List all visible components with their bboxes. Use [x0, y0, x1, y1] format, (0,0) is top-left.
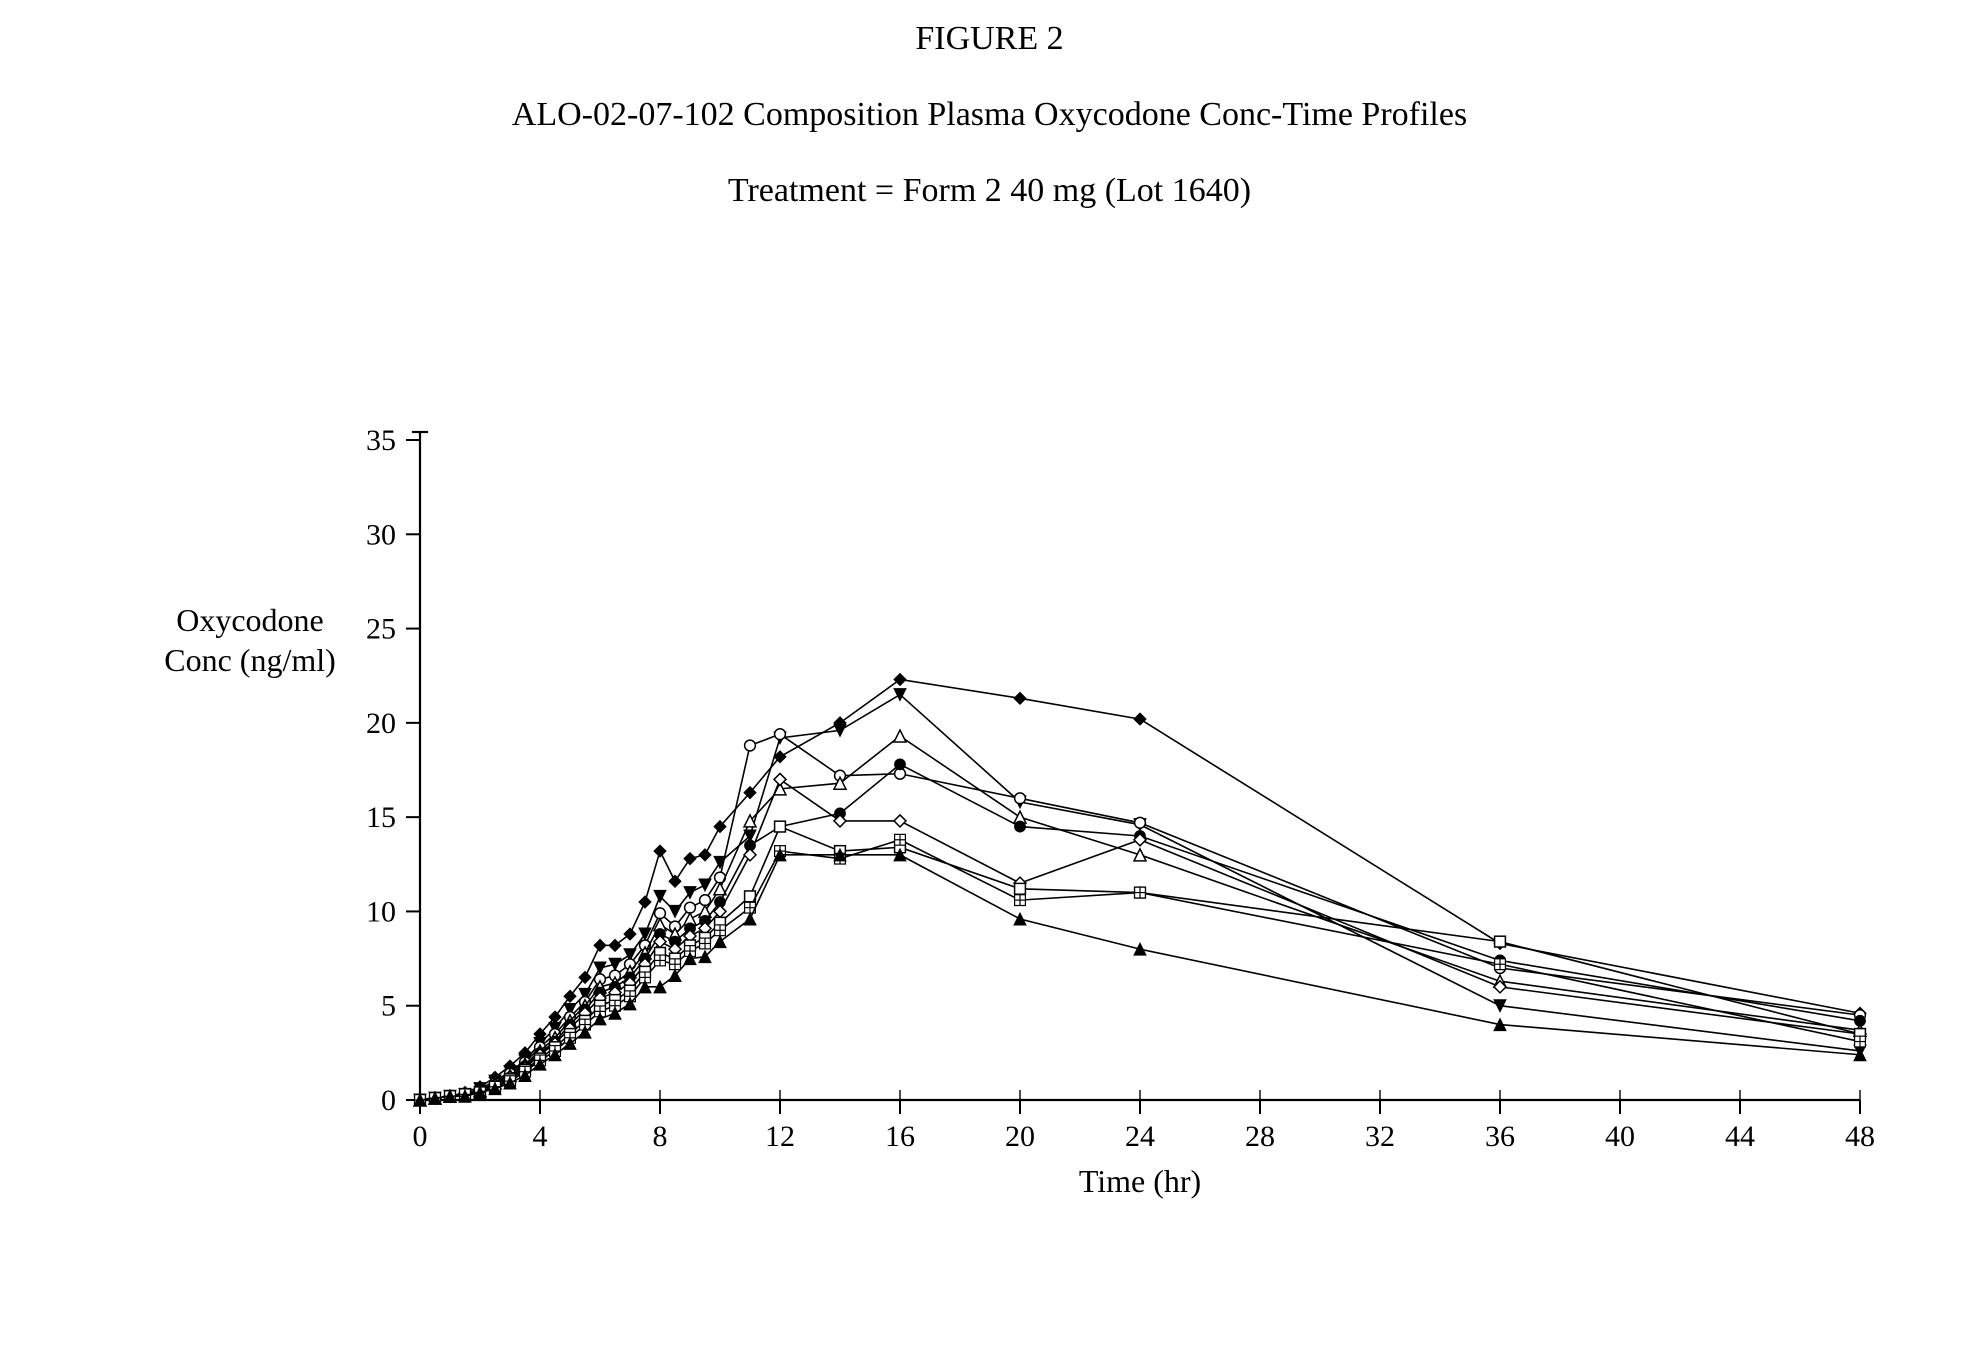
- y-tick-label: 30: [366, 518, 396, 551]
- x-tick-label: 48: [1845, 1120, 1875, 1153]
- x-tick-label: 44: [1725, 1120, 1755, 1153]
- series-subj4: [414, 730, 1866, 1106]
- x-tick-label: 4: [533, 1120, 548, 1153]
- x-axis-label: Time (hr): [1079, 1163, 1201, 1199]
- y-tick-label: 20: [366, 707, 396, 740]
- y-axis-label: Oxycodone Conc (ng/ml): [120, 600, 380, 680]
- x-tick-label: 8: [653, 1120, 668, 1153]
- y-tick-label: 15: [366, 801, 396, 834]
- figure-subtitle: ALO-02-07-102 Composition Plasma Oxycodo…: [0, 96, 1979, 134]
- chart-svg: 0510152025303504812162024283236404448Tim…: [120, 400, 1900, 1260]
- x-tick-label: 24: [1125, 1120, 1155, 1153]
- x-tick-label: 0: [413, 1120, 428, 1153]
- y-tick-label: 35: [366, 424, 396, 457]
- y-tick-label: 0: [381, 1084, 396, 1117]
- figure-number: FIGURE 2: [0, 20, 1979, 58]
- series-subj3: [415, 729, 1866, 1106]
- figure-treatment: Treatment = Form 2 40 mg (Lot 1640): [0, 172, 1979, 210]
- ylabel-line2: Conc (ng/ml): [164, 642, 336, 678]
- y-tick-label: 10: [366, 895, 396, 928]
- ylabel-line1: Oxycodone: [176, 602, 324, 638]
- x-tick-label: 16: [885, 1120, 915, 1153]
- x-tick-label: 36: [1485, 1120, 1515, 1153]
- x-tick-label: 20: [1005, 1120, 1035, 1153]
- x-tick-label: 40: [1605, 1120, 1635, 1153]
- x-tick-label: 32: [1365, 1120, 1395, 1153]
- y-tick-label: 5: [381, 990, 396, 1023]
- x-tick-label: 12: [765, 1120, 795, 1153]
- x-tick-label: 28: [1245, 1120, 1275, 1153]
- chart-container: Oxycodone Conc (ng/ml) 05101520253035048…: [120, 400, 1900, 1260]
